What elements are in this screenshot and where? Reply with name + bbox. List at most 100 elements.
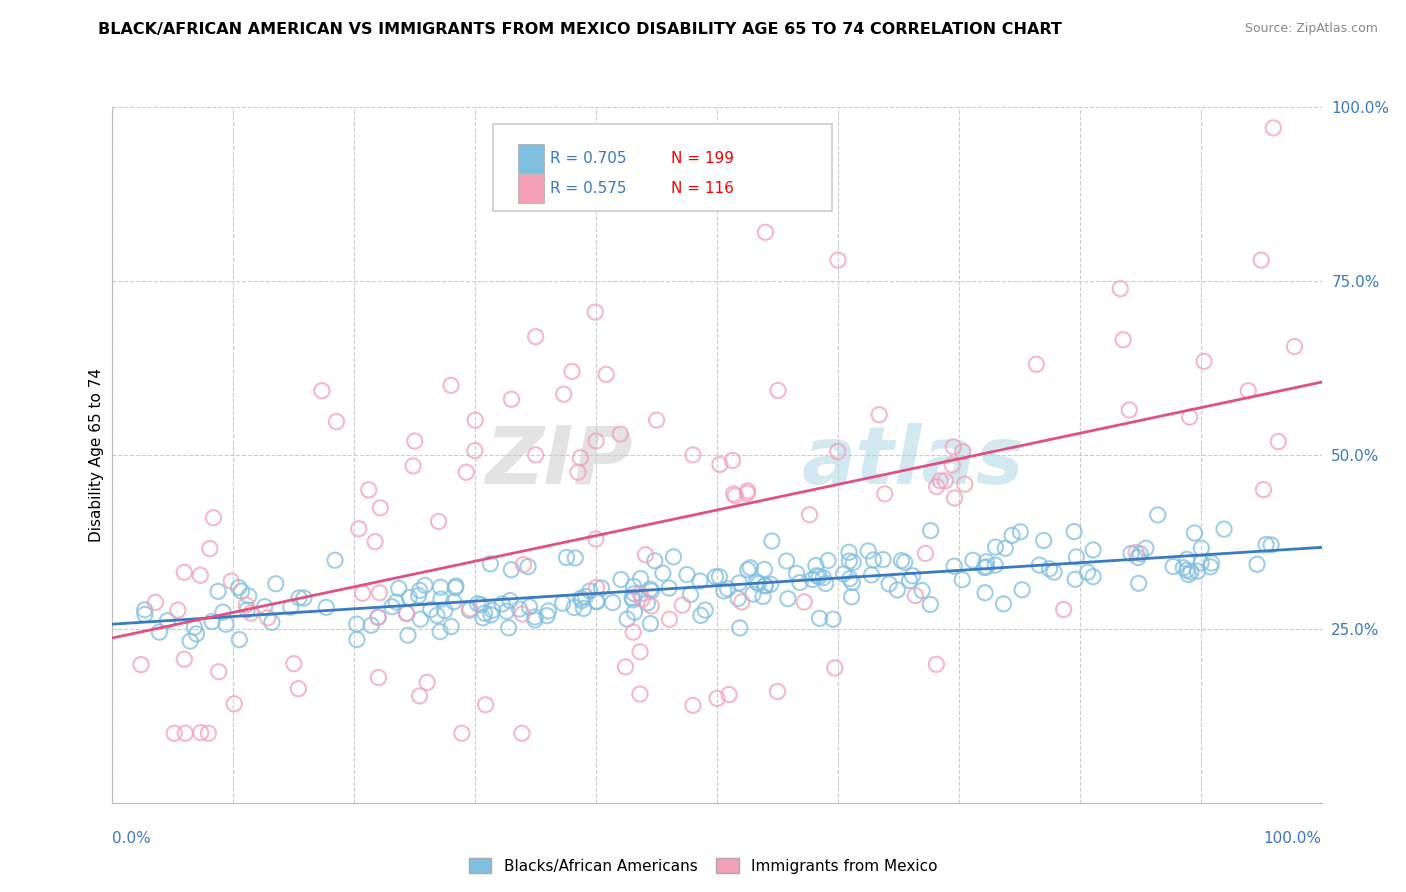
Text: R = 0.575: R = 0.575: [550, 181, 627, 196]
Point: [832, 566, 855, 581]
Point: [631, 592, 654, 607]
Point: [501, 392, 523, 407]
Point: [427, 515, 450, 529]
Point: [1010, 524, 1032, 539]
Point: [585, 594, 607, 608]
Point: [759, 577, 782, 591]
Point: [1187, 564, 1209, 578]
Point: [145, 595, 167, 609]
Point: [984, 540, 1007, 554]
Point: [1173, 561, 1195, 575]
Point: [352, 586, 374, 600]
Point: [569, 591, 592, 606]
Point: [1250, 253, 1272, 268]
Point: [579, 584, 602, 599]
Point: [585, 580, 607, 594]
Point: [1177, 567, 1199, 582]
Point: [519, 599, 541, 614]
Point: [709, 458, 731, 472]
Point: [911, 583, 934, 598]
Point: [498, 621, 520, 635]
Point: [585, 434, 607, 448]
Point: [740, 561, 762, 575]
Text: N = 199: N = 199: [671, 151, 734, 166]
Point: [1066, 549, 1088, 564]
Point: [737, 563, 759, 577]
Point: [621, 592, 644, 607]
Point: [1189, 556, 1212, 570]
Point: [942, 440, 965, 454]
Point: [737, 486, 759, 500]
Point: [706, 691, 728, 706]
Point: [890, 553, 912, 567]
Point: [943, 491, 966, 505]
Point: [416, 675, 439, 690]
Point: [501, 563, 523, 577]
Point: [239, 606, 262, 620]
Point: [571, 593, 593, 607]
Point: [616, 612, 638, 626]
FancyBboxPatch shape: [517, 144, 544, 173]
Point: [808, 569, 831, 583]
Point: [311, 384, 333, 398]
Point: [838, 545, 860, 559]
Point: [1254, 537, 1277, 551]
Point: [1213, 522, 1236, 536]
Point: [346, 632, 368, 647]
Point: [630, 572, 652, 586]
Text: N = 116: N = 116: [671, 181, 734, 196]
Point: [173, 566, 195, 580]
Point: [793, 595, 815, 609]
Point: [499, 593, 522, 607]
Point: [419, 602, 441, 616]
Point: [841, 575, 863, 590]
Point: [408, 689, 430, 703]
Point: [950, 573, 973, 587]
Point: [868, 408, 890, 422]
Point: [524, 448, 547, 462]
Point: [495, 604, 517, 618]
Point: [1038, 562, 1060, 576]
Point: [953, 477, 976, 491]
Point: [470, 598, 492, 612]
Point: [190, 725, 212, 739]
Point: [479, 557, 502, 571]
Point: [628, 587, 651, 601]
Point: [395, 607, 418, 621]
Point: [662, 549, 685, 564]
Point: [283, 657, 305, 671]
Point: [325, 415, 347, 429]
Point: [426, 608, 449, 623]
Point: [323, 553, 346, 567]
Point: [689, 608, 711, 623]
Point: [1011, 582, 1033, 597]
Point: [872, 552, 894, 566]
Point: [1192, 354, 1215, 368]
Point: [727, 591, 749, 606]
Point: [1267, 434, 1289, 449]
Point: [228, 632, 250, 647]
Point: [925, 657, 948, 672]
Point: [467, 597, 489, 611]
Point: [766, 684, 789, 698]
Point: [517, 559, 540, 574]
Point: [1053, 602, 1076, 616]
Point: [1253, 483, 1275, 497]
Point: [1126, 550, 1149, 565]
Point: [1184, 526, 1206, 541]
Point: [444, 581, 467, 595]
Point: [754, 562, 776, 576]
Point: [288, 591, 311, 605]
Point: [1128, 576, 1150, 591]
Point: [704, 570, 727, 584]
Point: [524, 329, 547, 343]
Point: [941, 458, 963, 472]
Point: [827, 253, 849, 268]
Point: [920, 598, 942, 612]
Point: [564, 551, 586, 566]
Point: [976, 555, 998, 569]
Point: [346, 617, 368, 632]
Point: [561, 364, 583, 378]
Point: [1260, 538, 1282, 552]
Point: [728, 621, 751, 635]
